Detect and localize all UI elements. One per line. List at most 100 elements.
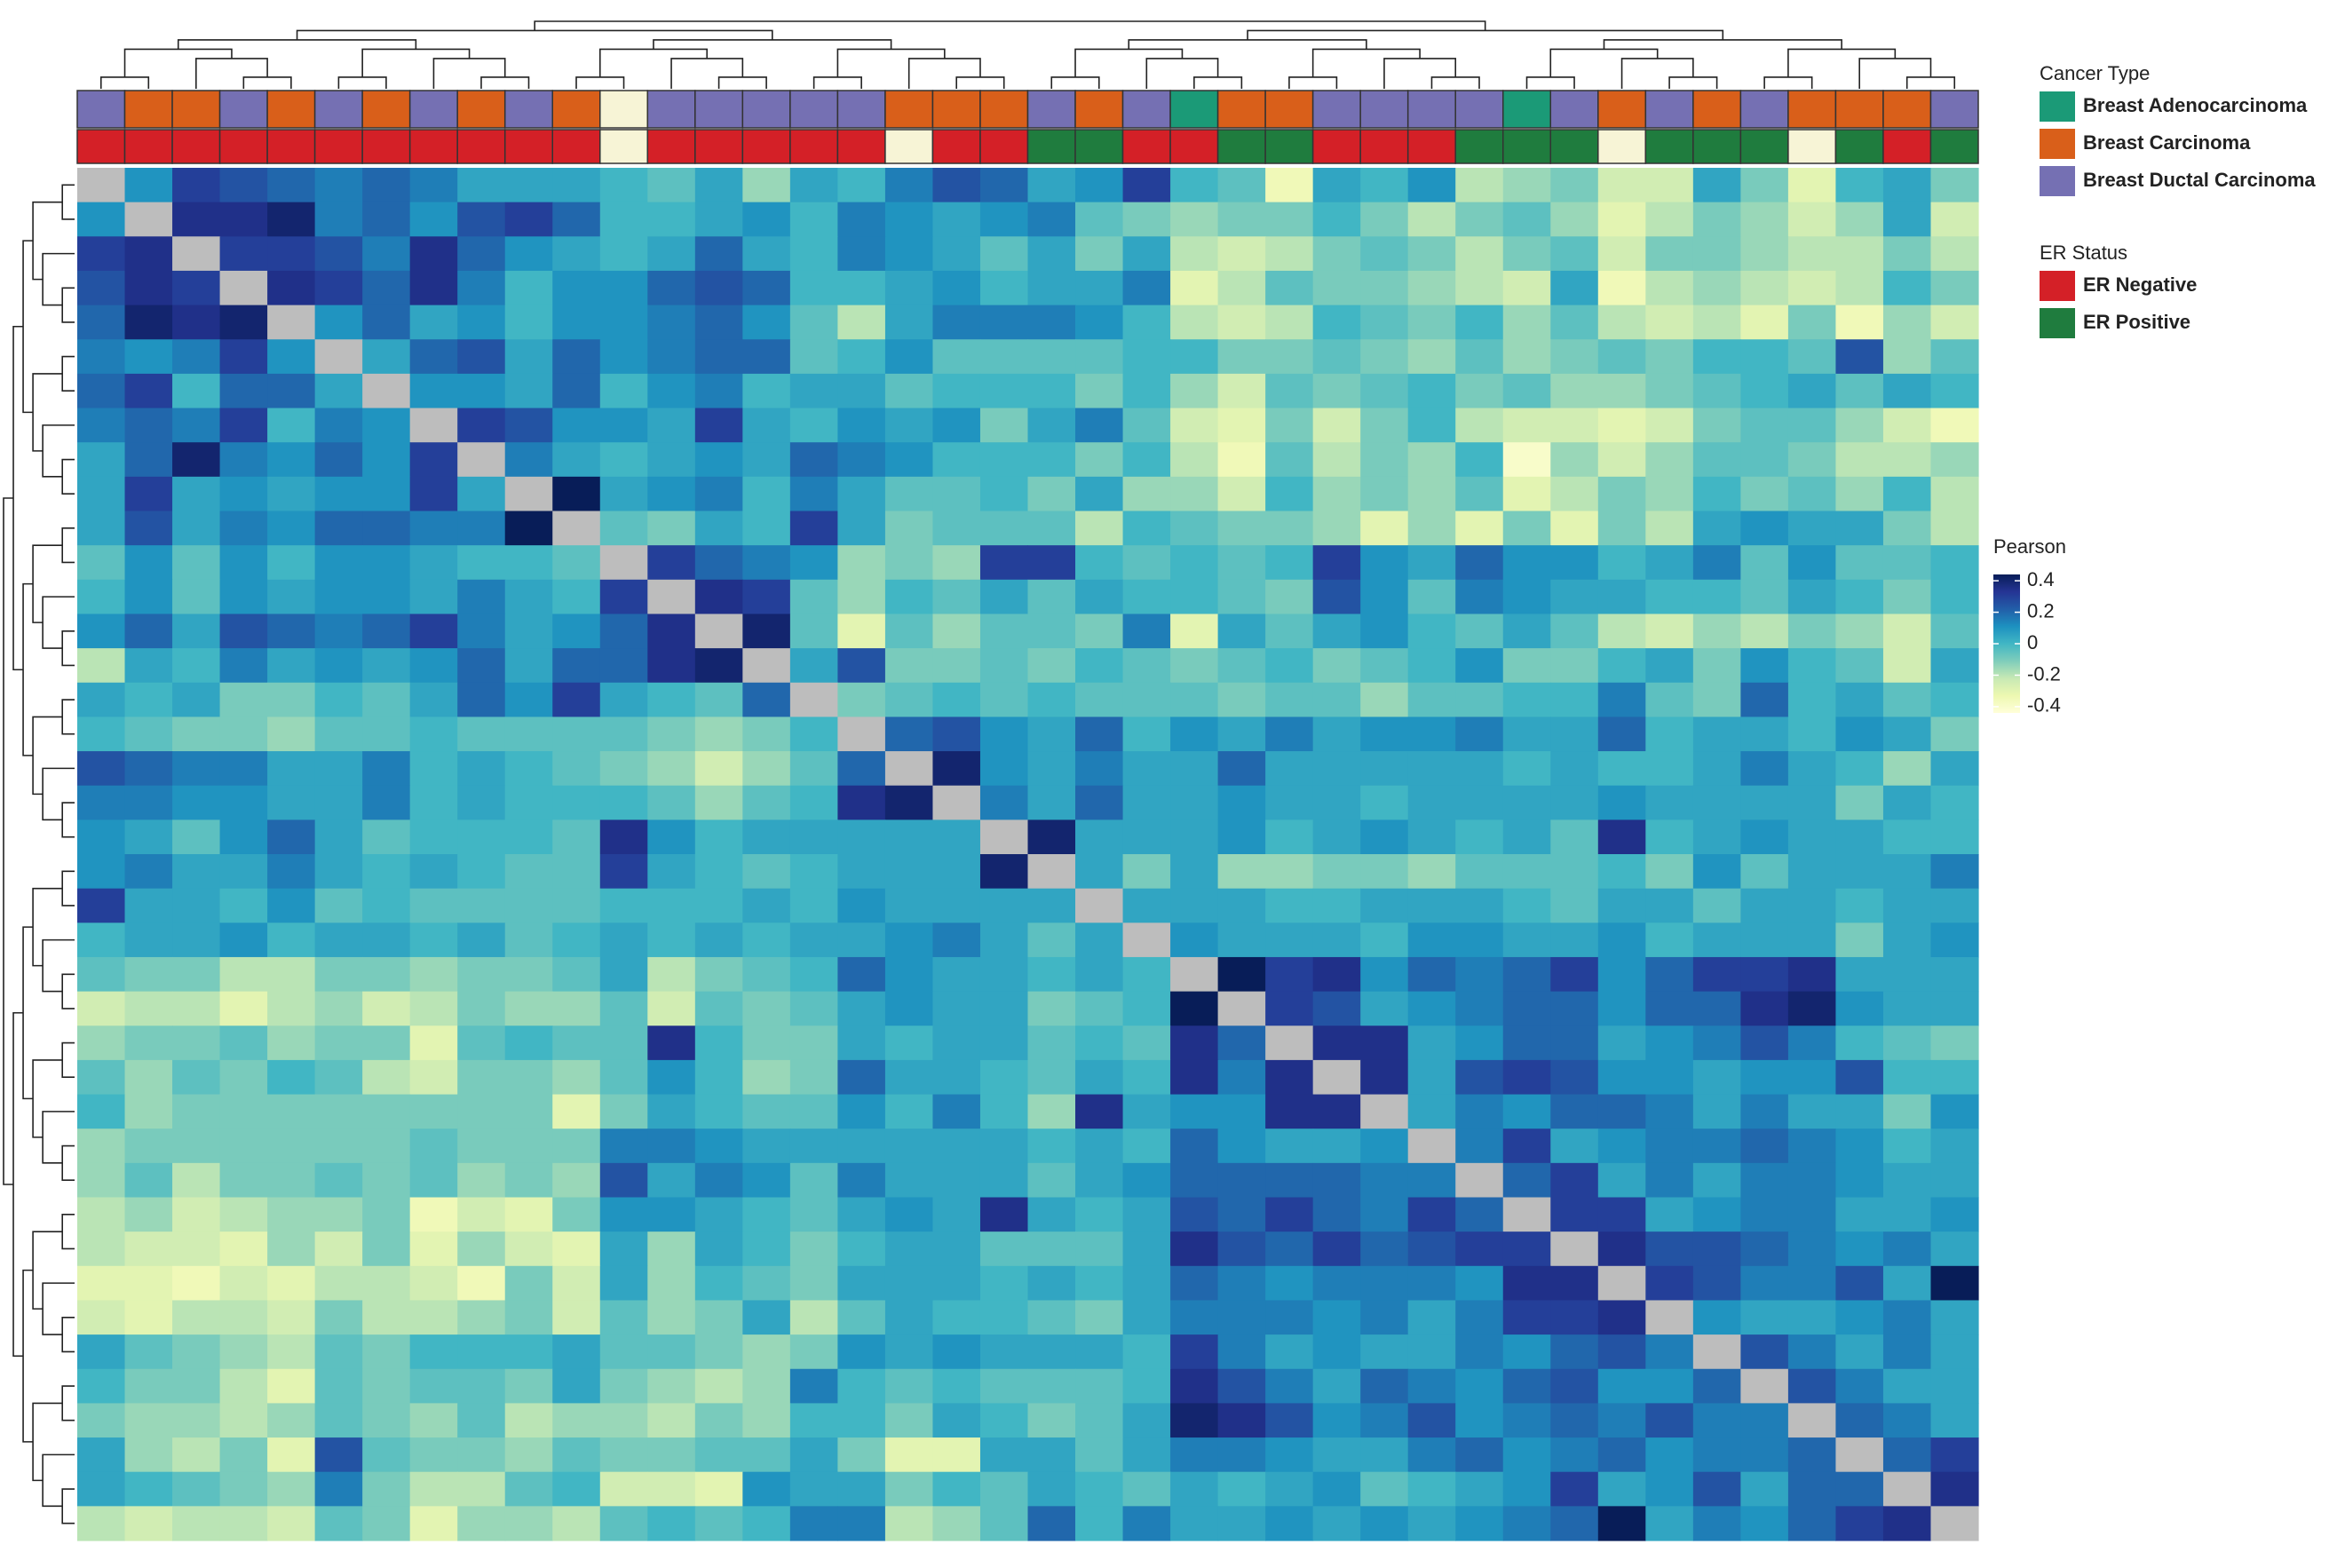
heatmap-cell <box>409 614 458 649</box>
heatmap-cell <box>647 1059 696 1096</box>
heatmap-cell <box>1312 648 1361 684</box>
heatmap-cell <box>124 1437 173 1473</box>
heatmap-cell <box>1027 579 1076 615</box>
heatmap-cell <box>1265 682 1314 717</box>
heatmap-cell <box>742 1403 791 1438</box>
heatmap-cell <box>124 1026 173 1061</box>
heatmap-cell <box>1930 682 1979 717</box>
heatmap-cell <box>1692 923 1741 958</box>
heatmap-cell <box>1170 1128 1219 1164</box>
heatmap-cell <box>409 820 458 855</box>
heatmap-cell <box>1075 545 1124 581</box>
heatmap-cell <box>1692 202 1741 237</box>
heatmap-cell <box>1882 236 1932 272</box>
heatmap-cell <box>599 442 648 478</box>
heatmap-cell <box>1027 785 1076 820</box>
heatmap-cell <box>1740 1368 1789 1404</box>
heatmap-cell <box>1930 1265 1979 1302</box>
heatmap-cell <box>1502 1128 1551 1164</box>
annotation-cell <box>931 90 981 129</box>
heatmap-cell <box>409 923 458 958</box>
heatmap-cell <box>1407 1300 1456 1335</box>
heatmap-cell <box>789 1506 838 1541</box>
heatmap-cell <box>599 1265 648 1302</box>
heatmap-cell <box>504 991 553 1026</box>
heatmap-cell <box>789 1265 838 1302</box>
heatmap-cell <box>172 236 221 272</box>
heatmap-cell <box>552 1368 601 1404</box>
heatmap-cell <box>1075 476 1124 512</box>
dendrogram-branch <box>1858 58 1932 89</box>
heatmap-cell <box>552 1128 601 1164</box>
heatmap-cell <box>1740 717 1789 752</box>
heatmap-cell <box>647 717 696 752</box>
heatmap-cell <box>599 1300 648 1335</box>
heatmap-cell <box>884 682 934 717</box>
heatmap-cell <box>1835 785 1884 820</box>
heatmap-cell <box>1882 476 1932 512</box>
heatmap-cell <box>694 888 743 923</box>
heatmap-cell <box>1645 751 1694 787</box>
heatmap-cell <box>884 1300 934 1335</box>
heatmap-cell <box>77 614 126 649</box>
heatmap-cell <box>1835 820 1884 855</box>
heatmap-cell <box>884 1128 934 1164</box>
heatmap-cell <box>77 1368 126 1404</box>
heatmap-cell <box>1027 648 1076 684</box>
heatmap-cell <box>172 991 221 1026</box>
heatmap-cell <box>504 854 553 890</box>
heatmap-cell <box>1692 1059 1741 1096</box>
heatmap-cell <box>1597 373 1646 409</box>
heatmap-cell <box>979 1265 1029 1302</box>
heatmap-cell <box>742 1471 791 1507</box>
heatmap-cell <box>1740 1334 1789 1370</box>
heatmap-cell <box>1692 270 1741 306</box>
heatmap-cell <box>1312 956 1361 993</box>
heatmap-cell <box>1835 956 1884 993</box>
heatmap-cell <box>267 854 316 890</box>
heatmap-cell <box>932 854 981 890</box>
annotation-cell <box>1597 129 1647 164</box>
heatmap-cell <box>552 1094 601 1129</box>
heatmap-cell <box>552 820 601 855</box>
heatmap-cell <box>219 373 268 409</box>
heatmap-cell <box>1122 614 1171 649</box>
heatmap-cell <box>694 1231 743 1267</box>
heatmap-cell <box>504 682 553 717</box>
heatmap-cell <box>1787 236 1837 272</box>
heatmap-cell <box>1835 682 1884 717</box>
annotation-cell <box>218 129 268 164</box>
heatmap-cell <box>314 511 363 546</box>
heatmap-cell <box>77 168 126 203</box>
annotation-cell <box>789 129 839 164</box>
heatmap-cell <box>1597 476 1646 512</box>
heatmap-cell <box>124 1368 173 1404</box>
heatmap-cell <box>124 476 173 512</box>
heatmap-cell <box>172 1128 221 1164</box>
heatmap-cell <box>1027 202 1076 237</box>
heatmap-cell <box>1835 1368 1884 1404</box>
heatmap-cell <box>552 1471 601 1507</box>
heatmap-cell <box>1550 923 1599 958</box>
heatmap-cell <box>884 579 934 615</box>
heatmap-cell <box>1787 991 1837 1026</box>
annotation-cell <box>313 90 363 129</box>
heatmap-cell <box>932 1403 981 1438</box>
heatmap-cell <box>267 579 316 615</box>
heatmap-cell <box>77 545 126 581</box>
heatmap-cells <box>77 168 1979 1541</box>
heatmap-cell <box>1597 202 1646 237</box>
heatmap-cell <box>1740 1471 1789 1507</box>
dendrogram-branch <box>1620 58 1694 89</box>
heatmap-cell <box>1835 442 1884 478</box>
heatmap-cell <box>837 408 886 443</box>
heatmap-cell <box>1455 270 1504 306</box>
heatmap-cell <box>1502 1162 1551 1199</box>
heatmap-cell <box>884 442 934 478</box>
dendrogram-branch <box>61 870 75 907</box>
heatmap-cell <box>1597 1471 1646 1507</box>
heatmap-cell <box>1360 1265 1409 1302</box>
heatmap-cell <box>124 305 173 340</box>
heatmap-cell <box>457 305 506 340</box>
dendrogram-branch <box>42 424 75 478</box>
